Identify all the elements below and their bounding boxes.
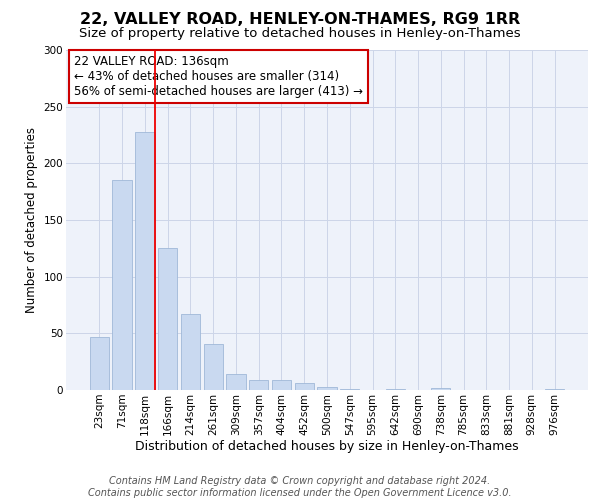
Bar xyxy=(431,388,451,390)
Y-axis label: Number of detached properties: Number of detached properties xyxy=(25,127,38,313)
Bar xyxy=(135,132,155,390)
Bar xyxy=(226,374,245,390)
Bar xyxy=(295,383,314,390)
Bar xyxy=(249,380,268,390)
Text: Size of property relative to detached houses in Henley-on-Thames: Size of property relative to detached ho… xyxy=(79,28,521,40)
Bar xyxy=(386,389,405,390)
Bar xyxy=(181,314,200,390)
Bar xyxy=(90,336,109,390)
Bar xyxy=(112,180,132,390)
Text: Contains HM Land Registry data © Crown copyright and database right 2024.
Contai: Contains HM Land Registry data © Crown c… xyxy=(88,476,512,498)
Bar xyxy=(158,248,178,390)
Text: 22 VALLEY ROAD: 136sqm
← 43% of detached houses are smaller (314)
56% of semi-de: 22 VALLEY ROAD: 136sqm ← 43% of detached… xyxy=(74,55,363,98)
Bar xyxy=(545,389,564,390)
Bar xyxy=(317,386,337,390)
Text: 22, VALLEY ROAD, HENLEY-ON-THAMES, RG9 1RR: 22, VALLEY ROAD, HENLEY-ON-THAMES, RG9 1… xyxy=(80,12,520,28)
Bar xyxy=(272,380,291,390)
Bar xyxy=(203,344,223,390)
X-axis label: Distribution of detached houses by size in Henley-on-Thames: Distribution of detached houses by size … xyxy=(135,440,519,454)
Bar xyxy=(340,389,359,390)
